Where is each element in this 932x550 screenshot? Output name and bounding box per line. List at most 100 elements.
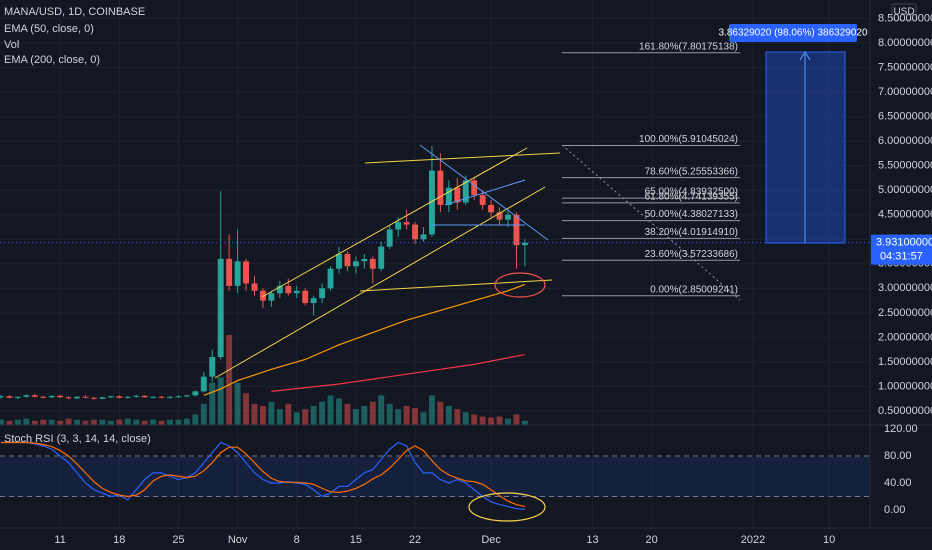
candle-body	[369, 258, 376, 269]
channel-line	[214, 186, 546, 379]
volume-bar	[521, 420, 528, 425]
volume-bar	[259, 405, 266, 425]
volume-bar	[319, 401, 326, 425]
candle-body	[344, 253, 351, 267]
candle-body	[158, 396, 165, 398]
volume-bar	[403, 405, 410, 425]
volume-bar	[82, 420, 89, 425]
candle-body	[521, 242, 528, 246]
y-tick-label: 5.50000000	[878, 160, 932, 172]
stoch-band	[0, 457, 870, 497]
y-tick-label: 6.00000000	[878, 135, 932, 147]
x-tick-label: 11	[54, 534, 65, 546]
volume-bar	[344, 403, 351, 425]
candle-body	[209, 357, 216, 377]
volume-bar	[336, 398, 342, 425]
volume-bar	[445, 405, 452, 425]
volume-bar	[437, 401, 444, 425]
candle-body	[243, 261, 250, 284]
volume-bar	[505, 418, 511, 425]
candle-body	[378, 246, 385, 269]
volume-bar	[234, 382, 241, 425]
candle-body	[479, 195, 486, 205]
y-tick-label: 1.50000000	[878, 356, 932, 368]
volume-bar	[471, 414, 478, 425]
candle-body	[200, 376, 207, 392]
candle-body	[183, 395, 190, 397]
price-tag-label: 3.93100000	[876, 237, 932, 249]
fib-label: 38.20%(4.01914910)	[645, 227, 738, 238]
volume-bar	[209, 382, 216, 425]
volume-bar	[369, 401, 376, 425]
symbol-title: MANA/USD, 1D, COINBASE	[4, 6, 145, 18]
volume-bar	[48, 419, 55, 425]
candle-body	[82, 396, 89, 398]
volume-bar	[150, 419, 157, 425]
volume-bar	[175, 419, 182, 425]
candle-body	[276, 285, 283, 294]
candle-body	[412, 224, 419, 240]
x-tick-label: 25	[172, 534, 184, 546]
candle-body	[395, 222, 402, 230]
candle-body	[99, 397, 106, 399]
candle-body	[0, 396, 4, 398]
candle-body	[192, 391, 199, 396]
candle-body	[293, 290, 300, 294]
x-tick-label: Dec	[481, 534, 501, 546]
volume-bar	[462, 412, 469, 425]
volume-bar	[217, 377, 224, 425]
y-tick-label: 2.50000000	[878, 307, 932, 319]
drawings	[214, 144, 741, 522]
ema-line	[271, 353, 526, 392]
candle-body	[74, 396, 81, 399]
candle-body	[352, 261, 359, 267]
fib-label: 100.00%(5.91045024)	[639, 134, 738, 145]
candle-body	[226, 258, 233, 286]
candle-body	[48, 395, 55, 398]
candle-body	[259, 290, 266, 301]
volume-bar	[158, 420, 165, 425]
y-tick-label: 8.00000000	[878, 37, 932, 49]
volume-bar	[31, 420, 38, 425]
candle-body	[150, 396, 157, 398]
volume-bar	[420, 412, 427, 425]
candle-body	[454, 187, 461, 203]
volume-bar	[412, 408, 419, 425]
candle-body	[234, 261, 241, 286]
candle-body	[40, 396, 47, 398]
fib-label: 65.00%(4.83932500)	[645, 187, 738, 198]
fib-label: 0.00%(2.85009241)	[650, 284, 738, 295]
channel-line	[261, 147, 528, 298]
candle-body	[116, 396, 123, 398]
candle-body	[327, 268, 334, 289]
legend-item: EMA (50, close, 0)	[4, 23, 94, 35]
x-tick-label: 13	[586, 534, 598, 546]
y-tick-label: 3.00000000	[878, 282, 932, 294]
volume-bar	[14, 419, 21, 425]
y-tick-label: 0.00	[884, 504, 905, 516]
currency-badge[interactable]	[891, 3, 917, 21]
marks	[0, 52, 870, 510]
volume-bar	[395, 409, 402, 425]
x-tick-label: Nov	[228, 534, 248, 546]
volume-bar	[352, 409, 359, 425]
x-tick-label: 18	[113, 534, 125, 546]
measure-label: 3.86329020 (98.06%) 386329020	[718, 28, 867, 39]
volume-bar	[116, 419, 123, 425]
candle-body	[268, 293, 275, 301]
candle-body	[445, 187, 452, 205]
volume-bar	[23, 418, 30, 425]
fib-label: 50.00%(4.38027133)	[645, 209, 738, 220]
volume-bar	[479, 416, 486, 425]
candle-body	[14, 396, 21, 398]
volume-bar	[276, 409, 283, 425]
candle-body	[428, 170, 435, 235]
fib-diagonal	[561, 144, 741, 301]
candle-body	[124, 396, 131, 398]
volume-bar	[226, 335, 233, 425]
candle-body	[217, 258, 224, 358]
candle-body	[488, 204, 495, 213]
fib-label: 61.80%(4.74139355)	[645, 192, 738, 203]
candle-body	[175, 396, 182, 398]
volume-bar	[167, 419, 173, 425]
